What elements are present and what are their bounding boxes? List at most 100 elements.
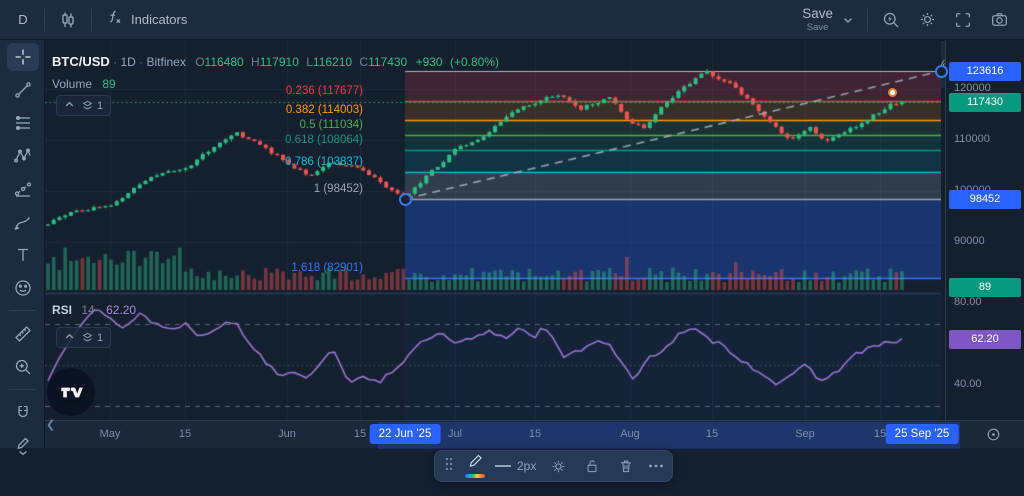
fullscreen-icon [954,11,972,29]
rsi-legend[interactable]: RSI 14 62.20 [52,303,136,317]
indicators-button[interactable]: Indicators [100,7,191,32]
time-label-15: 15 [528,428,542,440]
tool-crosshair[interactable] [0,40,45,73]
chart-type-candles-button[interactable] [53,5,83,35]
ruler-icon [7,320,39,348]
fib-label-1: 1 (98452) [313,183,363,195]
tool-edit-collapse[interactable] [0,429,45,462]
gear-icon [552,460,565,472]
high-label: H [251,55,260,69]
save-button[interactable]: Save Save [802,7,833,32]
time-label-Jun: Jun [278,428,296,440]
tv-logo-icon [61,387,83,398]
go-to-realtime-button[interactable] [985,426,1002,448]
fib-label-0.786: 0.786 (103837) [284,155,363,168]
quick-search-button[interactable] [876,5,906,35]
main-pane-toolbar: 1 [56,95,112,116]
symbol-legend[interactable]: BTC/USD · 1D · Bitfinex O116480 H117910 … [52,54,499,69]
tool-brush[interactable] [0,205,45,238]
tradingview-logo[interactable] [47,368,95,416]
chart-canvas[interactable] [45,40,941,420]
more-options-button[interactable] [648,459,664,473]
candlestick-icon [58,10,78,30]
axis-badge-117430: 117430 [949,92,1021,112]
tool-magnet[interactable] [0,396,45,429]
divider [8,389,36,390]
tool-emoji[interactable] [0,271,45,304]
delete-drawing-button[interactable] [614,454,638,478]
text-icon [7,241,39,269]
object-tree-button[interactable]: 1 [81,331,103,344]
settings-button[interactable] [912,5,942,35]
fib-end-handle[interactable] [934,64,948,78]
low-label: L [306,55,313,69]
price-tick-90000: 90000 [954,234,985,247]
collapse-pane-button[interactable] [64,99,75,113]
chevron-down-icon [841,13,855,27]
change-value: +930 [415,55,443,69]
more-dots-icon [649,464,664,468]
separator-dot: · [113,55,118,69]
collapse-pane-button[interactable] [64,331,75,345]
price-axis[interactable]: 1200001100001000009000080.0040.001236161… [945,40,1024,420]
xabcd-pattern-icon [7,142,39,170]
trendline-icon [7,76,39,104]
divider [867,8,868,31]
fx-icon [104,7,124,32]
time-label-15: 15 [705,428,719,440]
pencil-icon [469,454,482,467]
time-label-15: 15 [873,428,887,440]
drawing-tools-sidebar [0,40,45,455]
fib-label-1.618: 1.618 (82901) [291,262,363,275]
volume-label: Volume [52,77,93,91]
brush-icon [7,208,39,236]
fib-retracement-icon [7,109,39,137]
top-toolbar: D Indicators [0,0,1024,40]
drawing-settings-button[interactable] [546,454,570,478]
rsi-pane-toolbar: 1 [56,327,112,348]
time-label-May: May [99,428,121,440]
open-label: O [195,55,205,69]
divider [44,8,45,31]
price-tick-120000: 120000 [954,82,991,95]
forecast-icon [7,175,39,203]
drag-handle[interactable] [443,456,455,477]
tool-ruler[interactable] [0,317,45,350]
fib-start-handle[interactable] [398,192,412,206]
volume-value: 89 [102,77,116,91]
chevron-up-icon [65,101,74,106]
object-tree-button[interactable]: 1 [81,99,103,112]
open-value: 116480 [204,55,244,69]
tool-xabcd-pattern[interactable] [0,139,45,172]
change-pct-value: (+0.80%) [449,55,499,69]
zoom-in-icon [7,353,39,381]
line-width-button[interactable]: 2px [495,459,536,473]
volume-legend[interactable]: Volume 89 [52,77,116,91]
separator-dot: · [139,55,144,69]
time-axis[interactable]: May 15 Jun 15 Jul 15 Aug 15 Sep 15 22 Jun '25 25 Se… [45,420,1024,449]
interval-button[interactable]: D [18,12,28,27]
rsi-tick-40.00: 40.00 [954,378,982,390]
rsi-length: 14 [81,303,95,317]
tool-fib-retracement[interactable] [0,106,45,139]
fib-label-0.382: 0.382 (114003) [285,103,363,116]
fullscreen-button[interactable] [948,5,978,35]
tool-trendline[interactable] [0,73,45,106]
close-value: 117430 [368,55,408,69]
price-tick-110000: 110000 [954,133,990,146]
tool-zoom-in[interactable] [0,350,45,383]
crosshair-icon [6,42,39,71]
save-menu-button[interactable] [837,5,859,35]
snapshot-button[interactable] [984,5,1014,35]
selection-range-highlight [378,422,960,449]
scroll-left-chevron-icon[interactable]: ❮ [46,419,56,431]
color-picker-button[interactable] [465,454,485,478]
tool-forecast[interactable] [0,172,45,205]
rsi-value: 62.20 [106,303,137,317]
tool-text[interactable] [0,238,45,271]
chevron-up-icon [65,333,74,338]
lock-drawing-button[interactable] [580,454,604,478]
time-label-Sep: Sep [795,428,815,440]
line-sample-icon [495,465,511,467]
